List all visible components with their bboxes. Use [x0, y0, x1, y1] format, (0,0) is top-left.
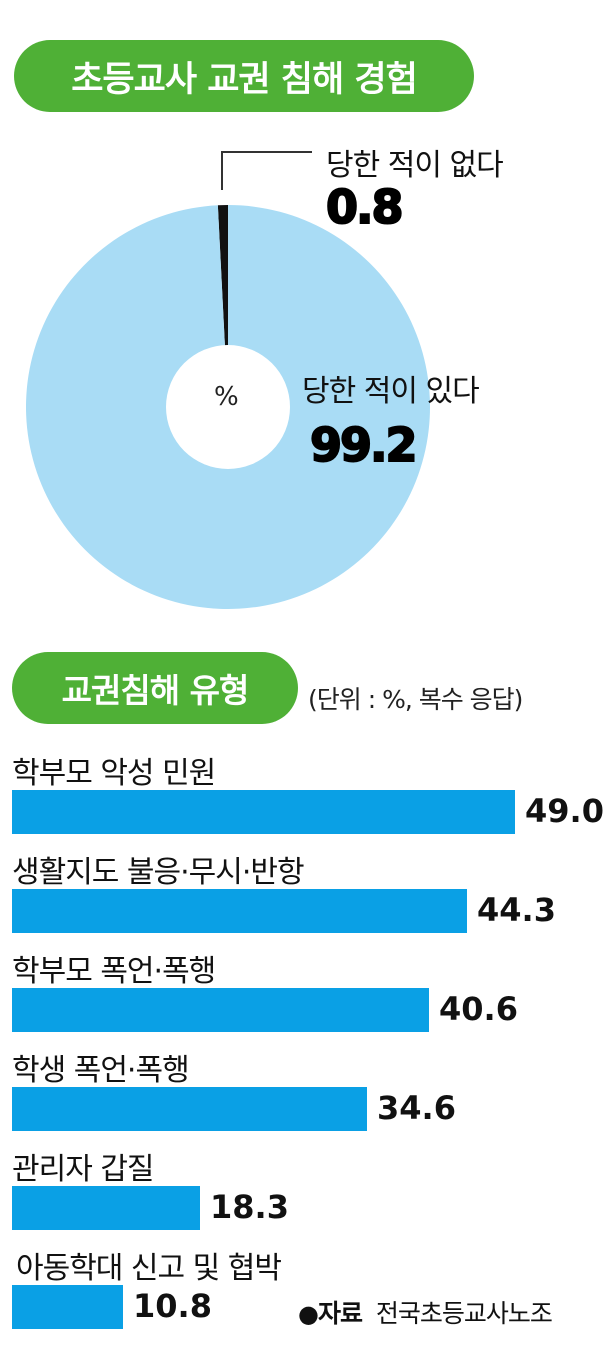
donut-chart — [26, 151, 431, 609]
source-note: ●자료 전국초등교사노조 — [298, 1294, 553, 1330]
bar-category-label: 아동학대 신고 및 협박 — [16, 1251, 282, 1286]
bar — [12, 1285, 123, 1329]
source-bullet-icon: ● — [298, 1300, 319, 1328]
bar-value-label: 34.6 — [377, 1089, 456, 1127]
bar-category-label: 학부모 폭언·폭행 — [12, 954, 216, 989]
pie-chart-title: 초등교사 교권 침해 경험 — [14, 40, 474, 112]
slice-label-no: 당한 적이 없다 — [326, 148, 504, 183]
source-text: 전국초등교사노조 — [375, 1299, 553, 1328]
bar-chart-title: 교권침해 유형 — [12, 652, 298, 724]
bar-value-label: 18.3 — [210, 1188, 289, 1226]
bar-value-label: 10.8 — [133, 1287, 212, 1325]
bar — [12, 1186, 200, 1230]
slice-value-no: 0.8 — [325, 179, 404, 235]
bar-category-label: 학생 폭언·폭행 — [12, 1053, 190, 1088]
bar — [12, 988, 429, 1032]
bar-value-label: 44.3 — [477, 891, 556, 929]
bar-value-label: 49.0 — [525, 792, 604, 830]
bar — [12, 889, 467, 933]
donut-hole — [166, 345, 290, 469]
bar-category-label: 생활지도 불응·무시·반항 — [12, 855, 305, 890]
bar-category-label: 학부모 악성 민원 — [12, 756, 216, 791]
slice-label-yes: 당한 적이 있다 — [302, 374, 480, 409]
bar-category-label: 관리자 갑질 — [12, 1152, 155, 1187]
leader-line — [221, 151, 312, 190]
bar — [12, 790, 515, 834]
bar-value-label: 40.6 — [439, 990, 518, 1028]
pie-center-unit: % — [214, 382, 239, 412]
slice-value-yes: 99.2 — [309, 417, 418, 473]
bar — [12, 1087, 367, 1131]
unit-note: (단위 : %, 복수 응답) — [308, 685, 523, 714]
source-label: 자료 — [317, 1299, 363, 1328]
